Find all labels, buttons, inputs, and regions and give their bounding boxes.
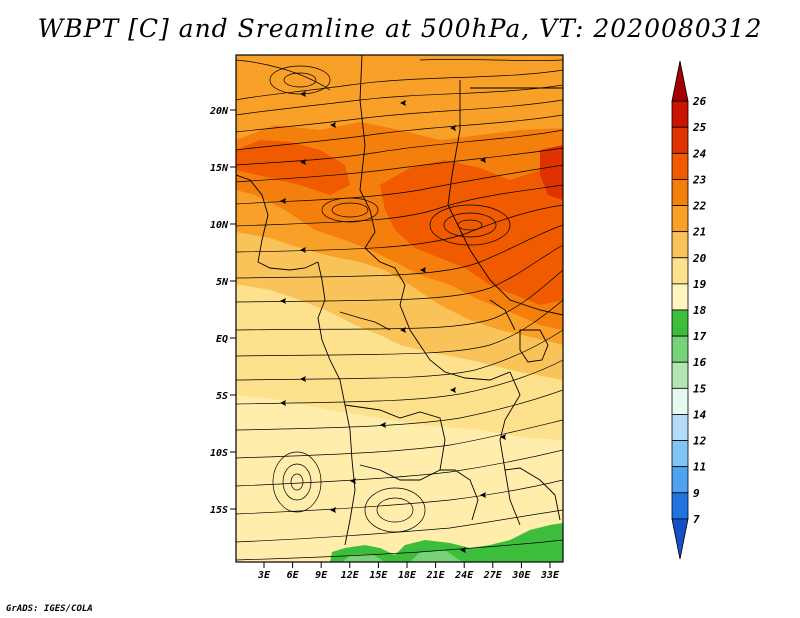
- colorbar-label: 24: [692, 147, 707, 160]
- colorbar-swatch: [671, 257, 689, 285]
- colorbar-top-arrow: [671, 60, 689, 102]
- colorbar-swatch: [671, 231, 689, 259]
- colorbar-swatch: [671, 361, 689, 389]
- field-23c-west: [236, 140, 350, 195]
- lon-label: 27E: [483, 570, 503, 581]
- colorbar-label: 22: [692, 200, 707, 213]
- colorbar-swatch: [671, 179, 689, 206]
- latitude-axis: 20N 15N 10N 5N EQ 5S 10S 15S: [209, 106, 236, 516]
- grads-credit: GrADS: IGES/COLA: [6, 604, 93, 614]
- lon-label: 18E: [398, 570, 417, 581]
- colorbar-label: 19: [693, 278, 707, 291]
- colorbar-swatch: [671, 387, 689, 415]
- lat-label: EQ: [216, 334, 228, 345]
- lat-label: 10S: [210, 448, 228, 459]
- colorbar-label: 15: [693, 382, 707, 395]
- longitude-axis: 3E 6E 9E 12E 15E 18E 21E 24E 27E 30E 33E: [257, 562, 560, 581]
- lon-label: 15E: [369, 570, 388, 581]
- field-16c-green: [342, 550, 462, 562]
- wbpt-shading: [236, 55, 563, 562]
- colorbar-swatch: [671, 283, 689, 311]
- map-title: WBPT [C] and Sreamline at 500hPa, VT: 20…: [37, 14, 763, 43]
- colorbar-label: 16: [693, 356, 707, 369]
- country-borders: [236, 55, 563, 546]
- colorbar-swatch: [671, 492, 689, 520]
- colorbar-swatch: [671, 440, 689, 468]
- lon-label: 24E: [454, 570, 474, 581]
- colorbar: 26 25 24 23 22 21 20 19 18 17 16 15 14 12 11 9 7: [671, 60, 707, 560]
- colorbar-swatch: [671, 309, 689, 337]
- lat-label: 15N: [210, 163, 229, 174]
- streamlines: [236, 59, 563, 561]
- lon-label: 9E: [315, 570, 328, 581]
- colorbar-swatch: [671, 414, 689, 441]
- streamline-arrows: [280, 91, 506, 553]
- lon-label: 21E: [426, 570, 446, 581]
- colorbar-swatch: [671, 100, 689, 128]
- lat-label: 15S: [210, 505, 228, 516]
- colorbar-label: 9: [693, 487, 700, 500]
- lon-label: 12E: [341, 570, 360, 581]
- colorbar-label: 12: [693, 435, 707, 448]
- map-panel: 20N 15N 10N 5N EQ 5S 10S 15S 3E 6E 9E 12E 15E 18E 21E…: [209, 54, 707, 581]
- lat-label: 5S: [216, 391, 228, 402]
- lon-label: 30E: [511, 570, 531, 581]
- colorbar-swatch: [671, 335, 689, 363]
- colorbar-label: 17: [693, 330, 707, 343]
- field-17c-green: [330, 523, 563, 562]
- colorbar-label: 20: [692, 252, 707, 265]
- colorbar-label: 14: [693, 408, 707, 421]
- map-frame: [235, 54, 564, 563]
- colorbar-swatch: [671, 126, 689, 154]
- lon-label: 3E: [257, 570, 271, 581]
- colorbar-swatch: [671, 152, 689, 180]
- colorbar-bottom-arrow: [671, 518, 689, 560]
- colorbar-label: 26: [692, 95, 707, 108]
- field-23c-core: [380, 160, 563, 305]
- lon-label: 6E: [287, 570, 300, 581]
- colorbar-label: 21: [692, 226, 706, 239]
- field-23c-east: [540, 145, 563, 200]
- field-18c-south: [236, 395, 563, 562]
- colorbar-label: 7: [693, 513, 700, 526]
- lat-label: 5N: [216, 277, 229, 288]
- lat-label: 10N: [210, 220, 229, 231]
- lon-label: 33E: [540, 570, 560, 581]
- colorbar-label: 18: [693, 304, 707, 317]
- colorbar-swatch: [671, 466, 689, 494]
- colorbar-swatch: [671, 205, 689, 233]
- colorbar-label: 23: [692, 173, 707, 186]
- lat-label: 20N: [209, 106, 229, 117]
- colorbar-label: 25: [692, 121, 707, 134]
- colorbar-label: 11: [693, 461, 706, 474]
